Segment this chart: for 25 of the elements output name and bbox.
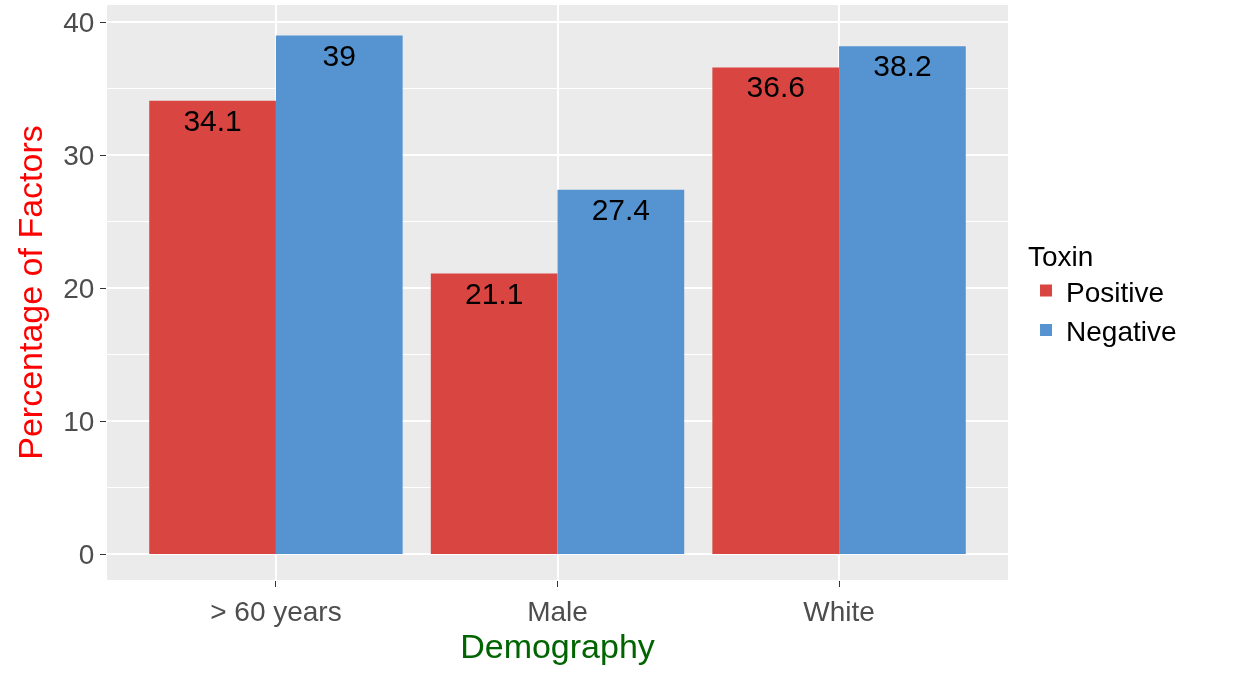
data-label: 34.1 [183, 103, 242, 137]
bar [275, 35, 403, 555]
x-axis-title: Demography [460, 626, 655, 665]
data-label: 38.2 [873, 49, 932, 83]
data-label: 27.4 [591, 192, 651, 226]
x-tick-label: > 60 years [210, 595, 342, 627]
bar [839, 46, 966, 555]
bar [149, 100, 276, 555]
y-tick-label: 30 [63, 140, 95, 172]
legend-label: Positive [1066, 276, 1165, 308]
data-label: 21.1 [464, 276, 524, 310]
legend-label: Negative [1066, 315, 1177, 347]
y-tick-label: 10 [63, 405, 95, 437]
bar [712, 67, 840, 555]
x-tick-label: Male [527, 595, 588, 627]
data-label: 36.6 [746, 70, 805, 104]
bar [430, 273, 558, 555]
bar [557, 189, 685, 555]
data-label: 39 [322, 38, 356, 72]
x-tick-label: White [803, 595, 875, 627]
y-tick-label: 20 [63, 272, 95, 304]
y-tick-label: 40 [63, 7, 95, 39]
y-tick-label: 0 [78, 538, 95, 570]
y-axis-title: Percentage of Factors [10, 125, 49, 460]
legend-title: Toxin [1028, 240, 1094, 272]
